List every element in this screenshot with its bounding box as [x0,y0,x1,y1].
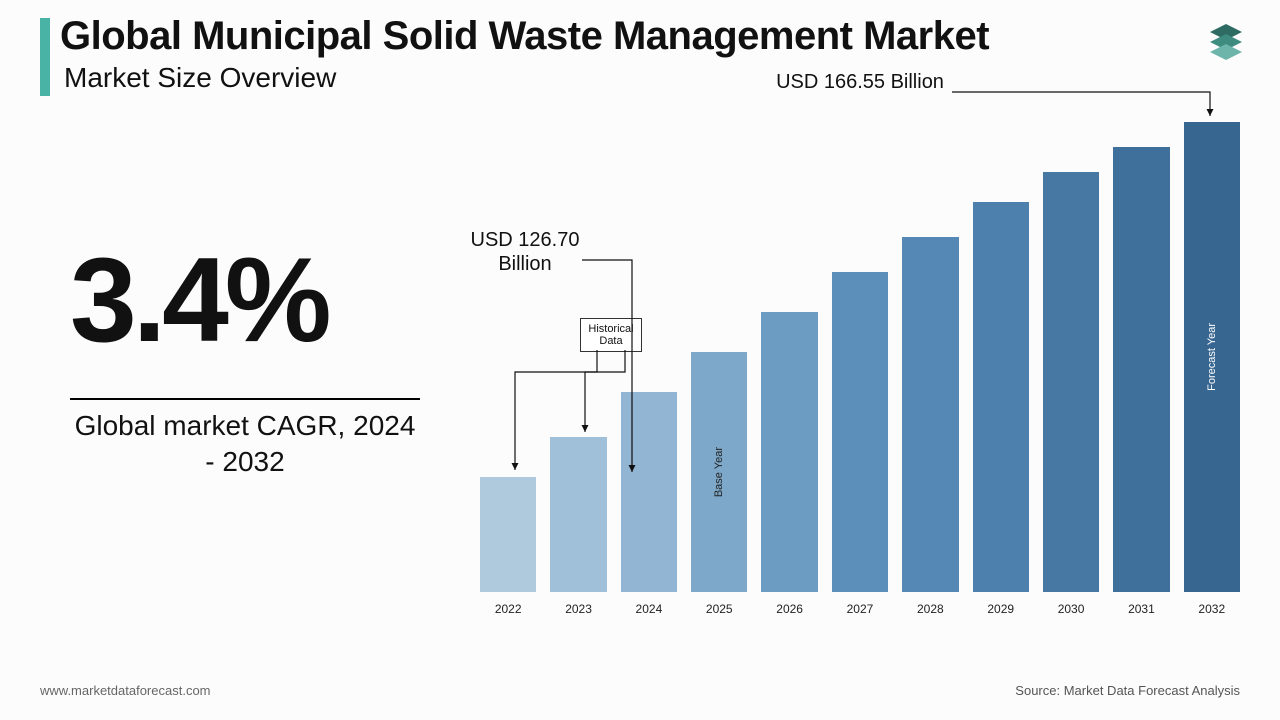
x-label: 2028 [902,602,958,616]
x-label: 2024 [621,602,677,616]
bar-column [550,437,606,592]
bar [902,237,958,592]
bar: Base Year [691,352,747,592]
bars-container: Base Year Forecast Year [480,122,1240,592]
bar-column: Forecast Year [1184,122,1240,592]
bar-column [832,272,888,592]
bar [1113,147,1169,592]
page-title: Global Municipal Solid Waste Management … [60,14,989,59]
bar [1043,172,1099,592]
bar [832,272,888,592]
bar-column [1113,147,1169,592]
x-label: 2025 [691,602,747,616]
bar-column [1043,172,1099,592]
bar-column: Base Year [691,352,747,592]
bar-inline-label: Forecast Year [1206,323,1218,391]
x-label: 2027 [832,602,888,616]
bar-column [621,392,677,592]
historical-data-box: Historical Data [580,318,642,352]
bar-column [973,202,1029,592]
bar [550,437,606,592]
bar [621,392,677,592]
x-label: 2030 [1043,602,1099,616]
x-axis-labels: 2022 2023 2024 2025 2026 2027 2028 2029 2030 2031… [480,602,1240,616]
cagr-divider [70,398,420,400]
bar: Forecast Year [1184,122,1240,592]
page: Global Municipal Solid Waste Management … [0,0,1280,720]
x-label: 2022 [480,602,536,616]
bar-inline-label: Base Year [713,447,725,497]
x-label: 2026 [761,602,817,616]
brand-logo-icon [1200,14,1252,71]
footer-url: www.marketdataforecast.com [40,683,211,698]
x-label: 2031 [1113,602,1169,616]
callout-end-value: USD 166.55 Billion [770,70,950,94]
bar-column [761,312,817,592]
cagr-label: Global market CAGR, 2024 - 2032 [70,408,420,481]
footer-source: Source: Market Data Forecast Analysis [1015,683,1240,698]
title-accent-bar [40,18,50,96]
x-label: 2023 [550,602,606,616]
x-label: 2029 [973,602,1029,616]
bar-column [480,477,536,592]
bar [761,312,817,592]
bar-column [902,237,958,592]
bar-chart: Base YearForecast Year 20222023202420252… [470,120,1240,620]
x-label: 2032 [1184,602,1240,616]
cagr-value: 3.4% [70,240,328,360]
bar [480,477,536,592]
page-subtitle: Market Size Overview [64,62,336,94]
bar [973,202,1029,592]
